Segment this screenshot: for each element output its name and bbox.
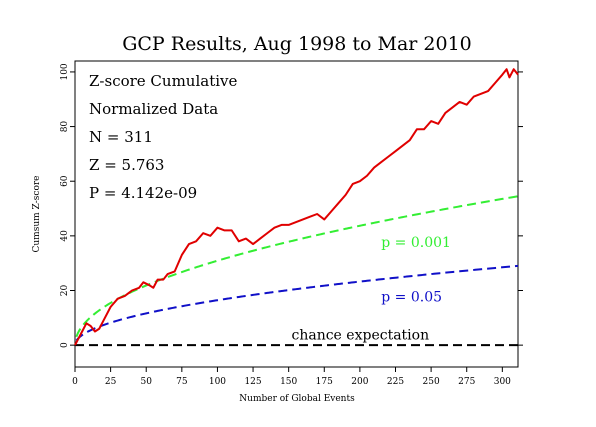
x-tick-label: 125 xyxy=(244,377,261,387)
x-tick-label: 150 xyxy=(280,377,297,387)
x-tick-label: 225 xyxy=(387,377,404,387)
p-005-line xyxy=(75,264,519,342)
x-axis-ticks: 0 25 50 75 100 125 150 175 200 225 250 275 300 xyxy=(72,367,511,387)
info-line: Z = 5.763 xyxy=(89,156,164,174)
info-line: N = 311 xyxy=(89,128,153,146)
x-tick-label: 250 xyxy=(423,377,440,387)
x-tick-label: 200 xyxy=(351,377,368,387)
annotation-label: chance expectation xyxy=(292,328,430,344)
y-tick-label: 0 xyxy=(60,342,70,348)
y-axis-ticks: 0 20 40 60 80 100 xyxy=(60,63,523,348)
annotation-label: p = 0.05 xyxy=(381,289,442,305)
y-tick-label: 100 xyxy=(60,63,70,80)
info-line: Z-score Cumulative xyxy=(89,72,237,90)
y-tick-label: 60 xyxy=(60,175,70,187)
annotation-label: p = 0.001 xyxy=(381,235,451,251)
y-axis-label: Cumsum Z-score xyxy=(32,175,42,252)
annotations: p = 0.001 p = 0.05 chance expectation xyxy=(292,235,451,344)
series-lines xyxy=(74,68,519,347)
y-tick-label: 80 xyxy=(60,121,70,133)
info-box: Z-score Cumulative Normalized Data N = 311… xyxy=(89,72,237,202)
x-tick-label: 100 xyxy=(209,377,226,387)
x-axis-label: Number of Global Events xyxy=(239,394,355,404)
x-tick-label: 300 xyxy=(494,377,511,387)
x-tick-label: 25 xyxy=(105,377,117,387)
x-tick-label: 175 xyxy=(316,377,333,387)
plot-frame xyxy=(74,60,519,368)
p-0001-line xyxy=(75,195,519,338)
y-tick-label: 40 xyxy=(60,230,70,242)
x-tick-label: 0 xyxy=(72,377,78,387)
x-tick-label: 75 xyxy=(176,377,188,387)
info-line: Normalized Data xyxy=(89,100,218,118)
x-tick-label: 275 xyxy=(458,377,475,387)
info-line: P = 4.142e-09 xyxy=(89,184,197,202)
x-tick-label: 50 xyxy=(140,377,152,387)
y-tick-label: 20 xyxy=(60,285,70,297)
chart-title: GCP Results, Aug 1998 to Mar 2010 xyxy=(122,33,472,55)
cumulative-zscore-line xyxy=(74,68,519,346)
